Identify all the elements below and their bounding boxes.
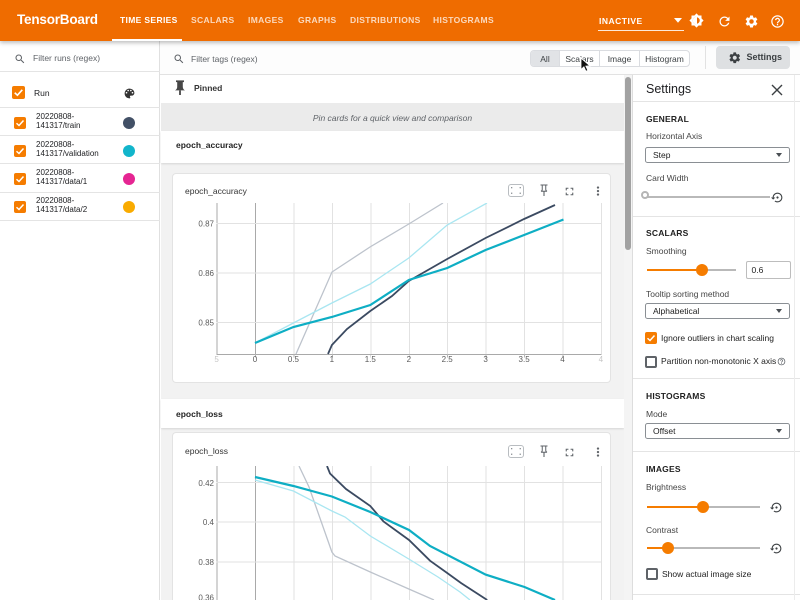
svg-text:0.38: 0.38: [198, 558, 214, 567]
svg-text:0.42: 0.42: [198, 479, 214, 488]
svg-text:0: 0: [253, 355, 258, 364]
svg-text:0.5: 0.5: [288, 355, 300, 364]
svg-text:0.86: 0.86: [198, 269, 214, 278]
svg-text:0.85: 0.85: [198, 319, 214, 328]
svg-text:0.36: 0.36: [198, 594, 214, 600]
svg-text:1: 1: [330, 355, 335, 364]
svg-text:2: 2: [407, 355, 412, 364]
svg-text:0.4: 0.4: [203, 518, 215, 527]
svg-text:3: 3: [483, 355, 488, 364]
svg-text:2.5: 2.5: [442, 355, 454, 364]
svg-text:3.5: 3.5: [519, 355, 531, 364]
svg-text:5: 5: [214, 355, 219, 364]
svg-text:4: 4: [599, 355, 604, 364]
svg-text:1.5: 1.5: [365, 355, 377, 364]
svg-text:0.87: 0.87: [198, 220, 214, 229]
svg-text:4: 4: [560, 355, 565, 364]
